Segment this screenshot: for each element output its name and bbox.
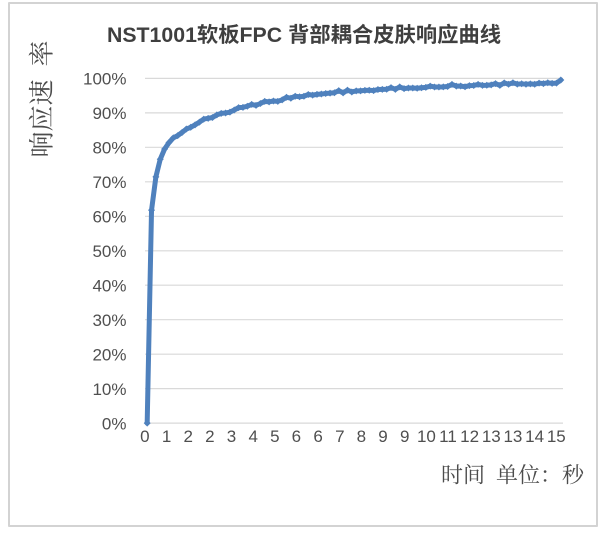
x-tick-label: 2 [183,427,192,446]
series-polyline[interactable] [144,77,564,426]
y-axis-tick-labels: 0% 10% 20% 30% 40% 50% 60% 70% 80% 90% 100% [83,70,126,434]
x-tick-label: 4 [248,427,257,446]
series-line[interactable] [143,76,565,427]
x-tick-label: 10 [417,427,436,446]
gridlines [145,77,563,424]
x-tick-label: 7 [335,427,344,446]
chart-title[interactable]: NST1001软板FPC 背部耦合皮肤响应曲线NST1001FPC [107,23,501,47]
x-tick-label: 9 [400,427,409,446]
x-tick-label: 13 [503,427,522,446]
x-tick-label: 2 [205,427,214,446]
y-tick-label: 70% [92,173,126,192]
x-tick-label: 3 [227,427,236,446]
x-tick-label: 5 [270,427,279,446]
x-tick-label: 8 [357,427,366,446]
x-tick-label: 13 [482,427,501,446]
x-axis-title[interactable]: 时间 单位：秒 [442,463,584,485]
y-tick-label: 30% [92,311,126,330]
svg-text:FPC: FPC [240,23,283,47]
x-tick-label: 0 [140,427,149,446]
x-tick-label: 6 [292,427,301,446]
y-tick-label: 0% [102,414,127,433]
x-tick-label: 1 [162,427,171,446]
chart-frame[interactable] [8,2,598,527]
x-tick-label: 6 [313,427,322,446]
series-markers[interactable] [143,76,565,427]
y-tick-label: 60% [92,208,126,227]
x-tick-label: 15 [547,427,566,446]
y-tick-label: 50% [92,242,126,261]
y-tick-label: 80% [92,139,126,158]
x-tick-label: 14 [525,427,544,446]
x-tick-label: 11 [439,427,457,446]
x-tick-label: 9 [378,427,387,446]
x-axis-tick-labels: 0 1 2 2 3 4 5 6 6 7 8 9 9 10 11 12 13 13 14 15 [140,427,566,446]
y-tick-label: 20% [92,345,126,364]
x-tick-label: 12 [460,427,479,446]
y-tick-label: 100% [83,70,126,89]
y-axis-title[interactable]: 响应速 率 [28,41,53,156]
y-tick-label: 90% [92,104,126,123]
y-tick-label: 10% [92,380,126,399]
y-tick-label: 40% [92,276,126,295]
svg-text:NST1001: NST1001 [107,23,197,47]
